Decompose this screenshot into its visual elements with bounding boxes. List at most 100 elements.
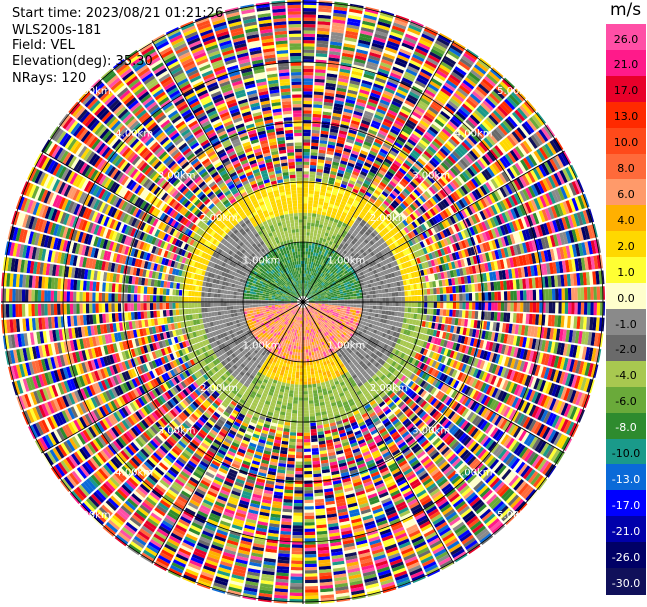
ppi-gate [351,70,363,77]
ppi-gate [337,77,349,83]
ppi-gate [382,302,386,306]
ppi-gate [318,0,333,4]
ppi-gate [379,148,389,155]
ppi-gate [419,195,427,203]
ppi-gate [474,283,479,292]
ppi-gate [381,275,386,280]
ppi-gate [341,261,346,266]
ppi-gate [355,208,362,214]
ppi-gate [379,280,384,285]
ppi-gate [391,125,401,133]
ppi-gate [325,192,332,198]
ppi-gate [375,305,380,310]
ppi-gate [351,276,356,280]
ppi-gate [392,122,403,130]
ppi-gate [460,276,465,285]
ppi-gate [362,278,367,282]
ppi-gate [555,219,562,232]
ppi-gate [338,263,343,268]
ppi-gate [527,266,532,277]
ppi-gate [512,232,519,244]
ppi-gate [323,235,328,240]
ppi-gate [345,30,359,36]
ppi-gate [348,83,360,89]
ppi-gate [406,225,413,232]
ppi-gate [324,249,329,254]
ppi-gate [553,204,561,218]
ppi-gate [325,264,329,269]
ppi-gate [345,168,353,174]
ppi-gate [318,224,324,229]
ppi-gate [466,247,473,257]
ppi-gate [425,253,431,261]
ppi-gate [322,175,329,181]
ppi-gate [568,182,577,196]
ppi-gate [313,194,320,198]
ppi-gate [346,92,357,98]
ppi-gate [374,201,381,208]
ppi-gate [400,45,413,54]
ppi-gate [468,293,473,301]
ppi-gate [312,113,322,118]
ppi-gate [344,284,349,288]
ppi-gate [350,120,360,126]
ppi-gate [473,213,481,223]
ppi-gate [372,298,377,302]
ppi-gate [406,119,417,128]
ppi-gate [407,254,413,261]
ppi-gate [524,121,535,134]
ppi-gate [349,273,354,278]
ppi-gate [309,258,312,262]
ppi-gate [439,309,444,316]
ppi-gate [435,265,441,273]
ppi-gate [365,276,370,281]
ppi-gate [365,107,375,114]
ppi-gate [407,307,412,313]
ppi-gate [370,283,375,287]
ppi-gate [355,253,360,258]
ppi-gate [384,310,389,315]
ppi-gate [352,255,358,260]
ppi-gate [596,302,601,316]
ppi-gate [320,188,327,193]
ppi-gate [331,286,335,289]
ppi-gate [503,169,513,181]
ppi-gate [395,207,402,214]
ppi-gate [360,30,373,37]
ppi-gate [388,214,395,221]
ppi-gate [364,230,371,237]
ppi-gate [329,128,339,134]
ppi-gate [369,308,373,313]
ppi-gate [356,265,361,270]
ppi-gate [419,233,425,241]
ppi-gate [337,296,341,299]
ppi-gate [536,224,544,237]
ppi-gate [393,160,402,167]
ppi-gate [340,276,345,280]
ppi-gate [383,188,391,195]
ppi-gate [372,229,379,236]
ppi-gate [357,95,368,102]
ppi-gate [338,74,350,80]
ppi-gate [329,131,338,137]
ppi-gate [306,277,309,281]
ppi-gate [377,239,383,246]
ppi-gate [336,175,343,181]
ppi-gate [306,222,311,226]
ppi-gate [317,207,323,212]
ppi-gate [308,190,314,195]
ppi-gate [321,298,325,300]
ppi-gate [424,261,430,269]
ppi-gate [314,191,320,195]
ppi-gate [559,186,568,200]
ppi-gate [370,92,381,99]
ppi-gate [306,286,308,291]
ppi-gate [399,48,412,57]
ppi-gate [411,191,419,199]
ppi-gate [488,133,498,144]
ppi-gate [426,57,439,66]
ppi-gate [351,173,358,180]
ppi-gate [369,270,375,276]
ppi-gate [361,147,370,153]
ppi-gate [381,178,389,186]
